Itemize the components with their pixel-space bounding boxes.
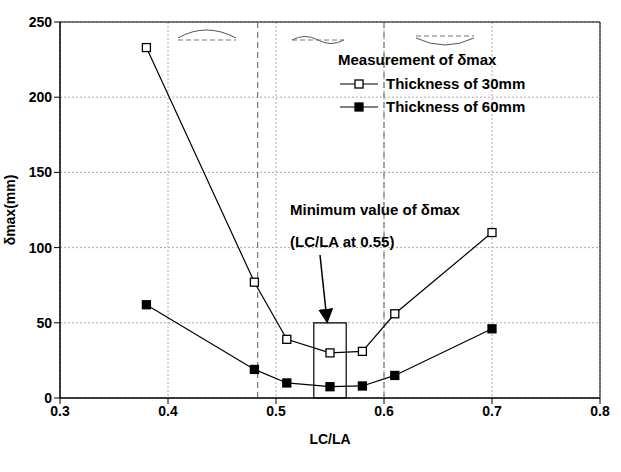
svg-text:100: 100	[29, 240, 53, 256]
svg-text:0.6: 0.6	[374, 403, 394, 419]
svg-text:0.4: 0.4	[158, 403, 178, 419]
svg-text:Thickness of 60mm: Thickness of 60mm	[386, 98, 525, 115]
svg-text:150: 150	[29, 164, 53, 180]
svg-text:δmax(mm): δmax(mm)	[2, 175, 18, 246]
svg-text:0: 0	[44, 390, 52, 406]
svg-text:0.7: 0.7	[482, 403, 502, 419]
svg-text:0.3: 0.3	[50, 403, 70, 419]
svg-text:Minimum value of δmax: Minimum value of δmax	[290, 201, 461, 218]
svg-text:(LC/LA at 0.55): (LC/LA at 0.55)	[290, 233, 394, 250]
svg-text:Measurement of δmax: Measurement of δmax	[338, 51, 497, 68]
svg-text:LC/LA: LC/LA	[309, 431, 350, 447]
svg-text:200: 200	[29, 89, 53, 105]
svg-text:Thickness of 30mm: Thickness of 30mm	[386, 75, 525, 92]
svg-text:50: 50	[36, 315, 52, 331]
svg-text:250: 250	[29, 14, 53, 30]
svg-text:0.8: 0.8	[590, 403, 610, 419]
svg-text:0.5: 0.5	[266, 403, 286, 419]
